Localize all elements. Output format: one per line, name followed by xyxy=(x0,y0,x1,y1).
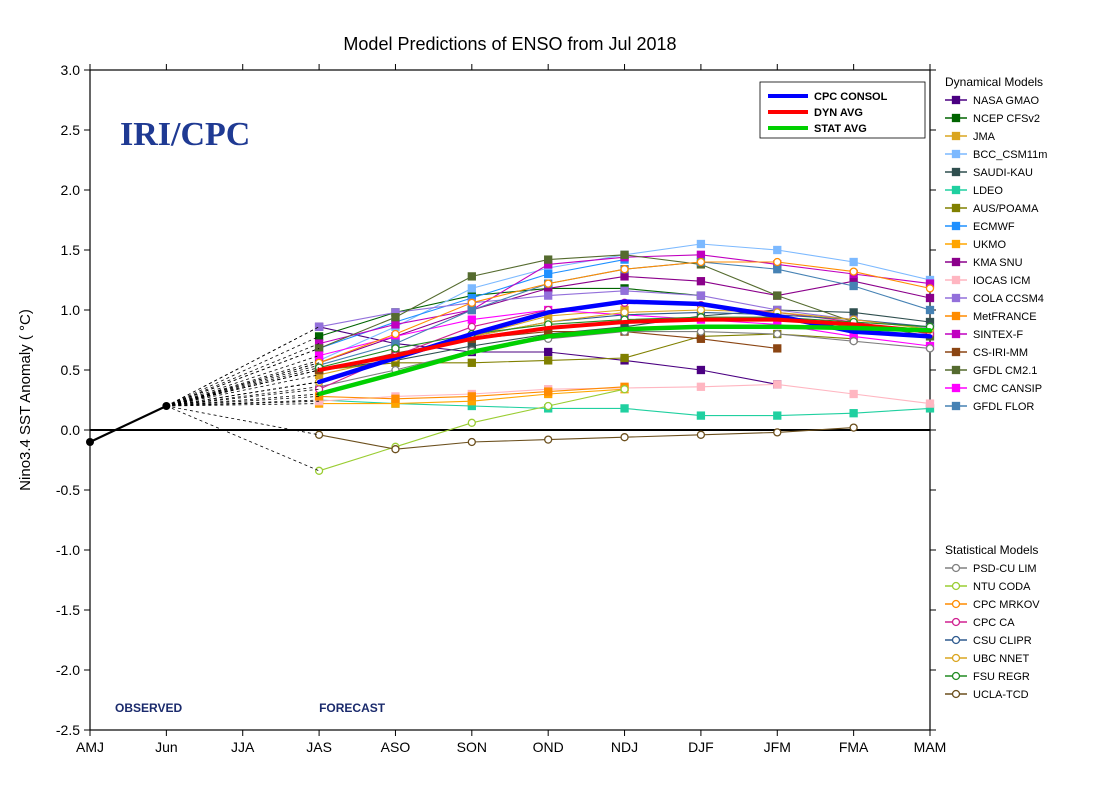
legend-item: AUS/POAMA xyxy=(973,203,1039,215)
inset-legend-label: CPC CONSOL xyxy=(814,91,888,103)
x-tick-label: OND xyxy=(533,739,564,755)
dashed-connector xyxy=(166,404,319,406)
x-tick-label: MAM xyxy=(914,739,947,755)
legend-item: COLA CCSM4 xyxy=(973,293,1044,305)
legend-item: UBC NNET xyxy=(973,653,1030,665)
legend-item: CPC MRKOV xyxy=(973,599,1040,611)
chart-title: Model Predictions of ENSO from Jul 2018 xyxy=(343,34,676,54)
x-tick-label: DJF xyxy=(688,739,714,755)
legend-item: IOCAS ICM xyxy=(973,275,1030,287)
x-tick-label: ASO xyxy=(381,739,411,755)
legend-item: SINTEX-F xyxy=(973,329,1023,341)
legend-title-statistical: Statistical Models xyxy=(945,543,1038,557)
enso-plume-chart: -2.5 -2.0 -1.5 -1.0 -0.5 0.0 0.5 1.0 1.5 2.0 2.5 3.… xyxy=(0,0,1100,800)
y-tick-label: -0.5 xyxy=(56,482,80,498)
inset-legend-label: STAT AVG xyxy=(814,123,867,135)
dashed-connector xyxy=(166,375,319,406)
x-tick-label: JFM xyxy=(764,739,791,755)
legend-item: CSU CLIPR xyxy=(973,635,1032,647)
legend-item: LDEO xyxy=(973,185,1003,197)
legend-item: CMC CANSIP xyxy=(973,383,1042,395)
x-tick-label: Jun xyxy=(155,739,178,755)
y-tick-label: -2.5 xyxy=(56,722,80,738)
dashed-connector xyxy=(166,348,319,406)
y-tick-label: 0.0 xyxy=(61,422,81,438)
y-tick-label: 2.0 xyxy=(61,182,81,198)
legend-item: UCLA-TCD xyxy=(973,689,1029,701)
legend-item: GFDL CM2.1 xyxy=(973,365,1037,377)
inset-legend-label: DYN AVG xyxy=(814,107,863,119)
dashed-connector xyxy=(166,406,319,471)
y-tick-label: -2.0 xyxy=(56,662,80,678)
dashed-connector xyxy=(166,365,319,406)
y-tick-label: 3.0 xyxy=(61,62,81,78)
legend-item: MetFRANCE xyxy=(973,311,1037,323)
y-tick-label: 0.5 xyxy=(61,362,81,378)
legend-item: JMA xyxy=(973,131,996,143)
legend-item: GFDL FLOR xyxy=(973,401,1034,413)
dashed-connector xyxy=(166,344,319,406)
legend-item: NCEP CFSv2 xyxy=(973,113,1040,125)
y-tick-label: 1.5 xyxy=(61,242,81,258)
legend-item: KMA SNU xyxy=(973,257,1023,269)
x-tick-label: AMJ xyxy=(76,739,104,755)
legend-item: FSU REGR xyxy=(973,671,1030,683)
legend-item: NTU CODA xyxy=(973,581,1031,593)
dashed-connector xyxy=(166,396,319,406)
observed-label: OBSERVED xyxy=(115,701,182,715)
y-tick-label: -1.5 xyxy=(56,602,80,618)
dashed-connector xyxy=(166,401,319,406)
dashed-connector xyxy=(166,363,319,406)
legend-item: SAUDI-KAU xyxy=(973,167,1033,179)
y-tick-label: 2.5 xyxy=(61,122,81,138)
x-tick-label: JJA xyxy=(231,739,255,755)
legend-item: UKMO xyxy=(973,239,1006,251)
dashed-connector xyxy=(166,356,319,406)
watermark: IRI/CPC xyxy=(120,116,250,153)
legend-title-dynamical: Dynamical Models xyxy=(945,75,1043,89)
x-tick-label: JAS xyxy=(306,739,332,755)
x-tick-label: SON xyxy=(457,739,487,755)
y-axis-label: Nino3.4 SST Anomaly ( °C) xyxy=(17,309,34,491)
dashed-connector xyxy=(166,327,319,406)
dashed-connector xyxy=(166,368,319,406)
y-tick-label: 1.0 xyxy=(61,302,81,318)
forecast-label: FORECAST xyxy=(319,701,386,715)
legend-item: CS-IRI-MM xyxy=(973,347,1028,359)
dashed-connector xyxy=(166,360,319,406)
legend-item: PSD-CU LIM xyxy=(973,563,1037,575)
legend-item: NASA GMAO xyxy=(973,95,1039,107)
legend-item: CPC CA xyxy=(973,617,1015,629)
x-tick-label: FMA xyxy=(839,739,869,755)
observed-line xyxy=(90,406,166,442)
legend-item: BCC_CSM11m xyxy=(973,149,1047,161)
y-tick-label: -1.0 xyxy=(56,542,80,558)
x-tick-label: NDJ xyxy=(611,739,638,755)
dashed-connector xyxy=(166,400,319,406)
legend-item: ECMWF xyxy=(973,221,1015,233)
